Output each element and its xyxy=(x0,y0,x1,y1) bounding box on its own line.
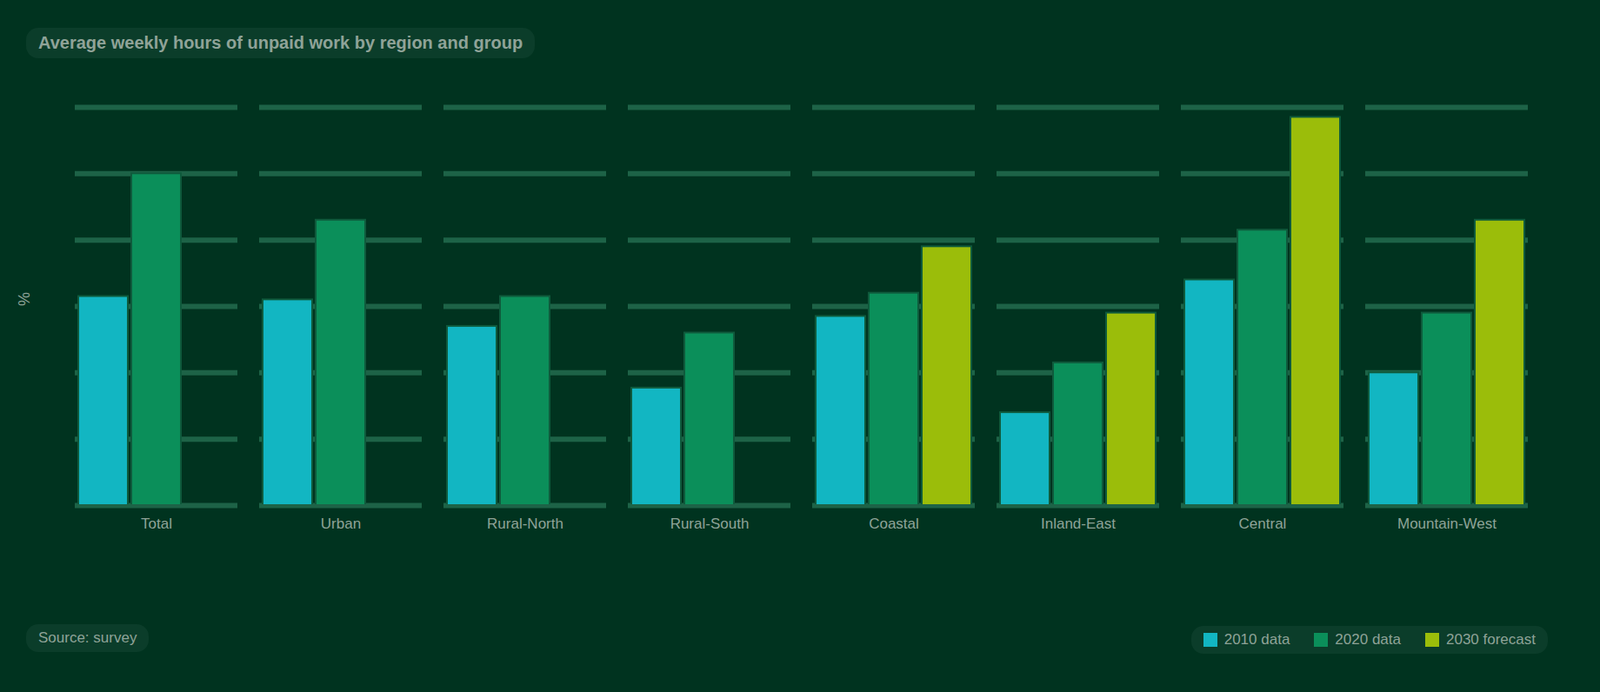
html-text:2030 forecast: 2030 forecast xyxy=(1446,631,1536,648)
svg-text:Rural-South: Rural-South xyxy=(670,515,750,533)
svg-text:Total: Total xyxy=(140,515,173,533)
html-text:2020 data: 2020 data xyxy=(1335,631,1401,648)
svg-text:Inland-East: Inland-East xyxy=(1040,515,1116,533)
html-text:Average weekly hours of unpaid: Average weekly hours of unpaid work by r… xyxy=(38,33,523,53)
html-text:2010 data: 2010 data xyxy=(1224,631,1290,648)
svg-text:Urban: Urban xyxy=(320,515,361,533)
svg-text:Central: Central xyxy=(1239,515,1287,533)
svg-text:Coastal: Coastal xyxy=(868,515,920,533)
svg-text:Mountain-West: Mountain-West xyxy=(1397,515,1497,533)
svg-text:Rural-North: Rural-North xyxy=(486,515,564,533)
html-text:Source: survey: Source: survey xyxy=(38,629,137,647)
